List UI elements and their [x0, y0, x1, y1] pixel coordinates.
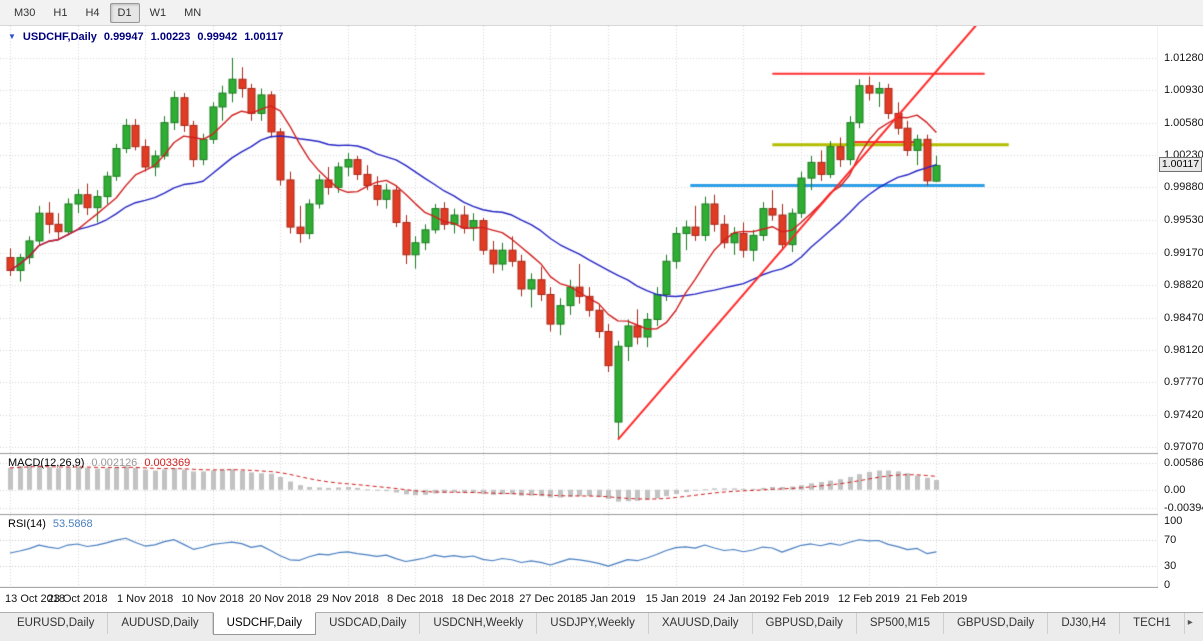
- low-value: 0.99942: [197, 31, 238, 43]
- macd-name: MACD(12,26,9): [8, 457, 85, 469]
- date-tick-label: 8 Dec 2018: [387, 593, 444, 605]
- tab-sp500-m15[interactable]: SP500,M15: [857, 613, 944, 634]
- tab-usdjpy-weekly[interactable]: USDJPY,Weekly: [537, 613, 649, 634]
- rsi-name: RSI(14): [8, 518, 46, 530]
- price-tick-label: 0.99880: [1164, 181, 1203, 194]
- rsi-tick-label: 70: [1164, 534, 1177, 547]
- price-tick-label: 0.97420: [1164, 408, 1203, 421]
- date-tick-label: 10 Nov 2018: [181, 593, 244, 605]
- date-tick-label: 18 Dec 2018: [451, 593, 515, 605]
- date-tick-label: 21 Feb 2019: [905, 593, 968, 605]
- close-value: 1.00117: [244, 31, 284, 43]
- date-axis[interactable]: 13 Oct 2018 23 Oct 2018 1 Nov 2018 10 Nov 2…: [0, 588, 1203, 612]
- tab-dj30-h4[interactable]: DJ30,H4: [1048, 613, 1121, 634]
- symbol-period-label: USDCHF,Daily: [22, 31, 97, 43]
- date-tick-label: 12 Feb 2019: [837, 593, 900, 605]
- date-tick-label: 2 Feb 2019: [773, 593, 830, 605]
- rsi-tick-label: 0: [1164, 579, 1171, 591]
- macd-main-value: 0.002126: [91, 457, 138, 469]
- rsi-tick-label: 30: [1164, 559, 1177, 572]
- date-tick-label: 20 Nov 2018: [248, 593, 312, 605]
- macd-tick-label: 0.00: [1164, 483, 1186, 496]
- tab-gbpusd-daily[interactable]: GBPUSD,Daily: [753, 613, 857, 634]
- price-tick-label: 0.97070: [1164, 440, 1203, 453]
- rsi-tick-label: 100: [1164, 515, 1183, 527]
- tab-usdchf-daily[interactable]: USDCHF,Daily: [212, 612, 317, 635]
- price-scale[interactable]: 1.00117 1.01280 1.00930 1.00580 1.00230 0.99…: [1158, 26, 1203, 591]
- timeframe-toolbar: M30 H1 H4 D1 W1 MN: [0, 0, 1203, 26]
- price-tick-label: 0.98470: [1164, 311, 1203, 324]
- timeframe-button-w1[interactable]: W1: [149, 6, 167, 19]
- price-tick-label: 0.97770: [1164, 376, 1203, 389]
- ohlc-header: ▼ USDCHF,Daily 0.99947 1.00223 0.99942 1…: [8, 31, 283, 43]
- date-tick-label: 23 Oct 2018: [47, 593, 108, 605]
- date-tick-label: 27 Dec 2018: [519, 593, 582, 605]
- tab-audusd-daily[interactable]: AUDUSD,Daily: [108, 613, 213, 634]
- macd-signal-value: 0.003369: [144, 457, 191, 469]
- date-tick-label: 15 Jan 2019: [645, 593, 707, 605]
- rsi-value: 53.5868: [52, 518, 93, 530]
- current-price-tag: 1.00117: [1159, 157, 1202, 173]
- macd-tick-label: -0.003945: [1164, 501, 1203, 514]
- timeframe-button-mn[interactable]: MN: [184, 6, 202, 19]
- tab-usdcad-daily[interactable]: USDCAD,Daily: [316, 613, 421, 634]
- tab-scroll-right-icon[interactable]: ▸: [1187, 617, 1193, 628]
- date-tick-label: 13 Oct 2018: [5, 593, 65, 605]
- tab-gbpusd-daily[interactable]: GBPUSD,Daily: [944, 613, 1049, 634]
- tab-usdcnh-weekly[interactable]: USDCNH,Weekly: [420, 613, 538, 634]
- price-tick-label: 0.99170: [1164, 246, 1203, 259]
- price-tick-label: 1.00580: [1164, 116, 1203, 129]
- date-tick-label: 1 Nov 2018: [116, 593, 174, 605]
- date-tick-label: 29 Nov 2018: [316, 593, 379, 605]
- price-tick-label: 1.01280: [1164, 51, 1203, 64]
- timeframe-button-m30[interactable]: M30: [14, 6, 36, 19]
- date-tick-label: 5 Jan 2019: [581, 593, 636, 605]
- high-value: 1.00223: [150, 31, 191, 43]
- timeframe-button-h1[interactable]: H1: [53, 6, 68, 19]
- chevron-down-icon[interactable]: ▼: [8, 31, 16, 41]
- timeframe-button-d1[interactable]: D1: [109, 2, 140, 23]
- tab-tech1[interactable]: TECH1: [1120, 613, 1185, 634]
- price-tick-label: 0.98820: [1164, 279, 1203, 292]
- timeframe-button-h4[interactable]: H4: [85, 6, 100, 19]
- chart-tabs: EURUSD,Daily AUDUSD,Daily USDCHF,Daily USDC…: [0, 612, 1203, 641]
- tab-xauusd-daily[interactable]: XAUUSD,Daily: [649, 613, 753, 634]
- chart-area: ▼ USDCHF,Daily 0.99947 1.00223 0.99942 1…: [0, 26, 1203, 591]
- tab-eurusd-daily[interactable]: EURUSD,Daily: [4, 613, 109, 634]
- open-value: 0.99947: [103, 31, 144, 43]
- macd-label: MACD(12,26,9) 0.002126 0.003369: [8, 457, 190, 469]
- price-tick-label: 0.99530: [1164, 213, 1203, 226]
- chart-canvas[interactable]: [0, 26, 1203, 588]
- rsi-label: RSI(14) 53.5868: [8, 518, 93, 530]
- price-tick-label: 0.98120: [1164, 343, 1203, 356]
- price-tick-label: 1.00930: [1164, 84, 1203, 97]
- date-tick-label: 24 Jan 2019: [713, 593, 774, 605]
